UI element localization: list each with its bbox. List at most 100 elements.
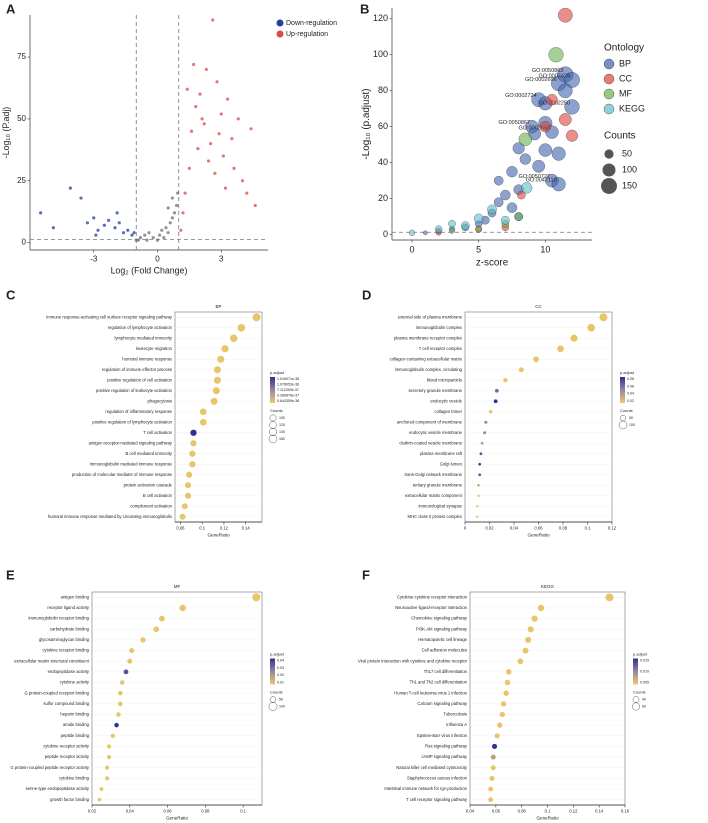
size-legend-label: 100 — [279, 416, 285, 420]
bubble — [408, 229, 416, 236]
x-tick-label: 0.14 — [242, 525, 251, 530]
y-tick-label: serine-type endopeptidase activity — [26, 786, 90, 791]
y-tick-label: glycosaminoglycan binding — [39, 637, 90, 642]
dot — [230, 334, 238, 342]
point — [115, 211, 119, 215]
plot-frame — [91, 591, 263, 806]
size-legend-label: 140 — [279, 430, 285, 434]
dot — [599, 313, 608, 322]
y-tick-label: Hematopoietic cell lineage — [418, 637, 468, 642]
y-tick-label: heparin binding — [60, 712, 89, 717]
point — [158, 233, 162, 237]
dot — [490, 754, 496, 760]
x-tick-label: 5 — [476, 245, 481, 255]
point — [230, 137, 234, 141]
colorbar-label: 1.516071e-36 — [277, 377, 299, 381]
dot — [123, 669, 129, 675]
y-tick-label: positive regulation of lymphocyte activa… — [92, 419, 172, 424]
bubble — [512, 142, 525, 155]
bubble — [518, 132, 532, 146]
colorbar-title: p.adjust — [633, 652, 648, 657]
dot — [199, 418, 207, 426]
size-swatch — [601, 178, 617, 194]
point-label: GO:0050867 — [499, 120, 531, 126]
size-legend-label: 40 — [642, 697, 646, 701]
y-tick-label: immunoglobulin complex — [416, 325, 463, 330]
dot — [570, 334, 578, 342]
dot — [237, 323, 246, 332]
x-tick-label: 0.1 — [240, 808, 246, 813]
colorbar-label: 0.04 — [627, 392, 634, 396]
dot — [477, 483, 480, 487]
colorbar-label: 0.08 — [627, 377, 634, 381]
chart-title: BP — [215, 304, 221, 309]
y-tick-label: collagen trimer — [435, 409, 463, 414]
plot-frame — [174, 311, 263, 523]
bubble — [517, 190, 526, 200]
x-tick-label: 0.12 — [608, 525, 617, 530]
dot — [110, 733, 115, 738]
y-tick-label: 20 — [378, 193, 388, 203]
dot — [499, 711, 505, 718]
point — [170, 216, 174, 220]
point — [245, 191, 249, 195]
point — [170, 196, 174, 200]
point — [160, 228, 164, 232]
y-tick-label: Ras signaling pathway — [425, 744, 468, 749]
x-tick-label: 0.06 — [534, 525, 543, 530]
point — [196, 146, 200, 151]
y-tick-label: Human T-cell leukemia virus 1 infection — [394, 690, 467, 695]
dot — [190, 429, 197, 436]
x-tick-label: 0.02 — [88, 808, 97, 813]
colorbar-label: 0.02 — [627, 399, 634, 403]
x-axis-label: GeneRatio — [536, 816, 558, 821]
dot — [158, 615, 165, 622]
panel-letter: E — [6, 567, 15, 582]
colorbar-label: 0.015 — [640, 658, 649, 662]
y-tick-label: endocytic vesicle membrane — [409, 430, 463, 435]
bubble — [473, 213, 484, 224]
dot — [479, 452, 483, 456]
dot — [119, 680, 125, 685]
dot — [252, 593, 261, 602]
y-tick-label: immune response-activating cell surface … — [46, 314, 173, 319]
x-axis-label: GeneRatio — [527, 533, 549, 538]
panel-letter: B — [360, 1, 369, 16]
point — [136, 238, 140, 242]
point — [249, 127, 253, 131]
dot — [533, 356, 539, 363]
dot — [483, 431, 487, 435]
point — [194, 104, 198, 109]
y-tick-label: 25 — [17, 176, 26, 185]
y-tick-label: Intestinal immune network for IgA produc… — [384, 786, 467, 791]
panel-letter: D — [362, 287, 371, 302]
dot — [118, 701, 123, 707]
size-legend-label: 100 — [622, 164, 637, 174]
panel-letter: F — [362, 567, 370, 582]
y-tick-label: clathrin-coated vesicle membrane — [399, 440, 462, 445]
x-tick-label: -3 — [90, 255, 98, 264]
point — [164, 226, 168, 230]
point — [206, 159, 211, 163]
x-tick-label: 0.1 — [199, 525, 205, 530]
point — [187, 166, 191, 170]
point — [168, 221, 172, 225]
y-tick-label: T cell receptor signaling pathway — [406, 797, 468, 802]
colorbar — [270, 658, 275, 685]
y-tick-label: endopeptidase activity — [48, 669, 90, 674]
point — [240, 179, 245, 183]
y-tick-label: 120 — [373, 13, 388, 23]
y-tick-label: G protein-coupled peptide receptor activ… — [10, 765, 90, 770]
colorbar — [270, 377, 275, 403]
size-legend-title: Counts — [270, 408, 283, 413]
dot — [503, 378, 508, 383]
y-tick-label: immunoglobulin receptor binding — [28, 616, 89, 621]
dot — [525, 636, 532, 643]
size-legend-label: 50 — [279, 697, 283, 701]
size-legend-label: 50 — [629, 416, 633, 420]
y-tick-label: leukocyte migration — [136, 346, 173, 351]
dot — [480, 441, 484, 445]
dot — [557, 345, 564, 353]
dot — [492, 743, 498, 749]
bubble — [564, 99, 580, 115]
